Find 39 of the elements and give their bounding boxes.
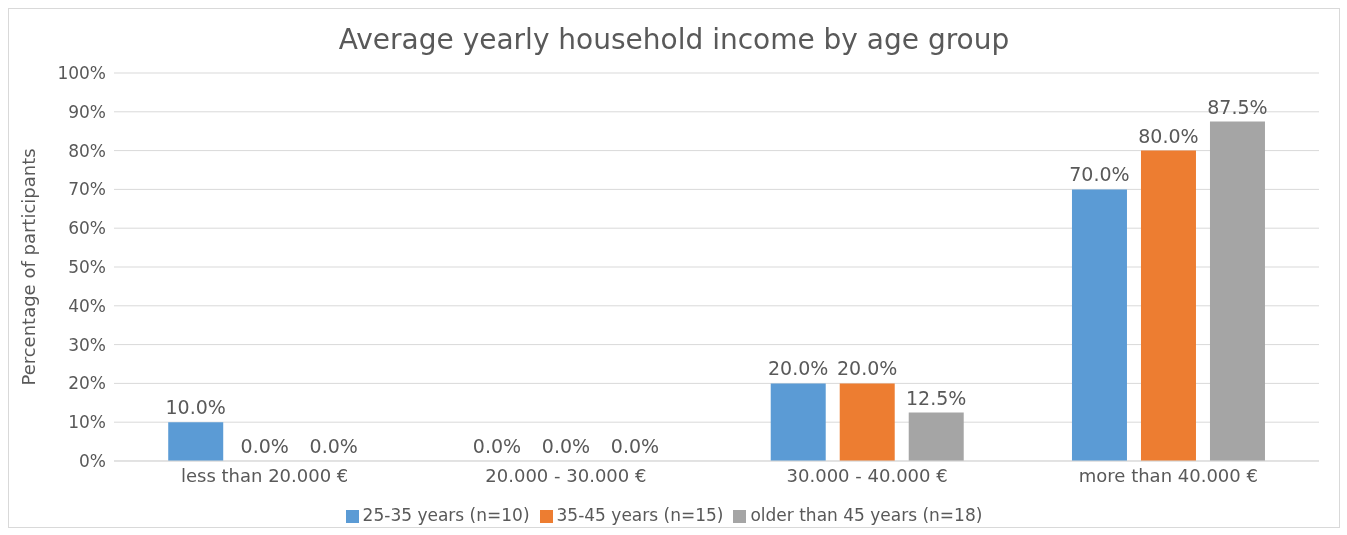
data-label: 0.0% xyxy=(541,434,591,457)
bar xyxy=(839,383,895,461)
legend-label: 35-45 years (n=15) xyxy=(556,505,724,525)
y-tick-label: 10% xyxy=(68,412,106,433)
data-label: 0.0% xyxy=(472,434,522,457)
y-tick-label: 30% xyxy=(68,334,106,355)
legend-label: older than 45 years (n=18) xyxy=(750,505,983,525)
y-tick-label: 0% xyxy=(79,451,106,472)
bar xyxy=(1071,189,1127,461)
bar xyxy=(1140,150,1196,461)
y-tick-label: 100% xyxy=(57,63,106,84)
bar xyxy=(1209,121,1265,461)
legend-label: 25-35 years (n=10) xyxy=(362,505,530,525)
data-label: 80.0% xyxy=(1138,124,1199,147)
data-label: 70.0% xyxy=(1069,163,1130,186)
x-tick-label: 30.000 - 40.000 € xyxy=(786,464,948,486)
data-label: 0.0% xyxy=(309,434,358,457)
y-tick-label: 90% xyxy=(68,101,106,122)
x-tick-label: less than 20.000 € xyxy=(180,464,349,486)
data-label: 20.0% xyxy=(837,357,898,380)
y-tick-label: 40% xyxy=(68,295,106,316)
chart-title: Average yearly household income by age group xyxy=(337,22,1011,58)
bar xyxy=(770,383,826,461)
y-tick-label: 80% xyxy=(68,140,106,161)
y-tick-label: 70% xyxy=(68,179,106,200)
y-tick-label: 60% xyxy=(68,218,106,239)
x-tick-label: 20.000 - 30.000 € xyxy=(485,464,647,486)
bar xyxy=(168,422,224,461)
data-label: 12.5% xyxy=(906,386,967,409)
y-axis-title: Percentage of participants xyxy=(18,148,40,386)
data-label: 0.0% xyxy=(610,434,660,457)
bar xyxy=(908,412,964,461)
x-tick-label: more than 40.000 € xyxy=(1078,464,1258,486)
data-label: 20.0% xyxy=(768,357,829,380)
data-label: 0.0% xyxy=(240,434,289,457)
y-tick-label: 50% xyxy=(68,257,106,278)
data-label: 87.5% xyxy=(1207,95,1268,118)
data-label: 10.0% xyxy=(165,396,226,419)
y-tick-label: 20% xyxy=(68,373,106,394)
